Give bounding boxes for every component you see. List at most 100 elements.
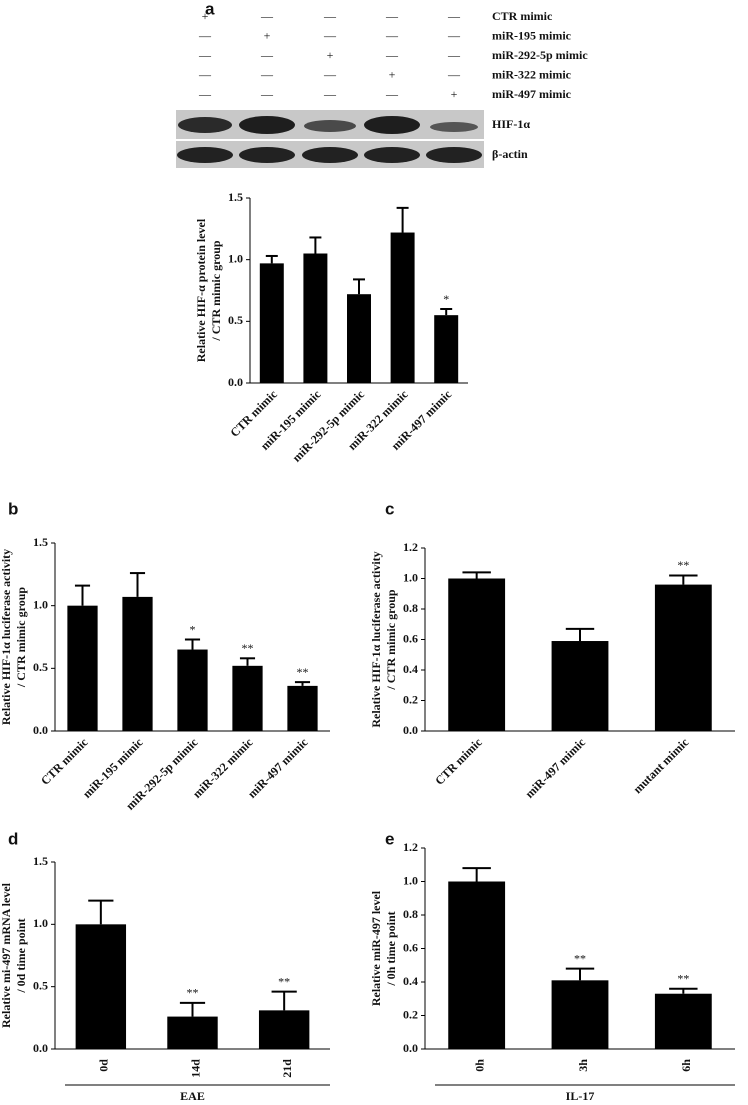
- x-tick-label: 0d: [97, 1059, 111, 1072]
- blot-band: [364, 147, 420, 163]
- bar: [167, 1016, 218, 1049]
- y-axis-label: / CTR mimic group: [384, 589, 398, 690]
- treatment-label: miR-497 mimic: [492, 87, 572, 101]
- y-tick-label: 0.2: [403, 1007, 418, 1021]
- x-tick-label: CTR mimic: [38, 735, 91, 788]
- bar: [347, 294, 371, 383]
- bar: [390, 232, 415, 383]
- blot-band: [239, 116, 295, 134]
- bar: [434, 315, 459, 383]
- bar: [551, 641, 609, 731]
- treatment-sign: +: [327, 48, 334, 62]
- treatment-sign: —: [260, 87, 274, 101]
- bar: [232, 665, 263, 731]
- y-axis-label: Relative HIF-α protein level: [194, 218, 208, 362]
- treatment-sign: —: [260, 9, 274, 23]
- treatment-sign: —: [447, 9, 461, 23]
- bar: [287, 685, 318, 731]
- significance: **: [187, 986, 199, 1000]
- x-tick-label: 6h: [679, 1059, 693, 1072]
- treatment-sign: —: [323, 9, 337, 23]
- x-tick-label: 21d: [280, 1059, 294, 1078]
- y-tick-label: 1.5: [33, 535, 48, 549]
- treatment-sign: +: [389, 67, 396, 81]
- y-axis-label: / 0d time point: [14, 918, 28, 993]
- blot-band: [177, 147, 233, 163]
- treatment-sign: +: [451, 87, 458, 101]
- treatment-sign: —: [385, 9, 399, 23]
- y-tick-label: 0.5: [33, 978, 48, 992]
- x-tick-label: 3h: [576, 1059, 590, 1072]
- treatment-sign: —: [447, 67, 461, 81]
- bar: [551, 980, 609, 1049]
- y-tick-label: 0.0: [228, 375, 243, 389]
- blot-label: HIF-1α: [492, 117, 530, 131]
- bar: [654, 584, 712, 731]
- treatment-sign: —: [447, 28, 461, 42]
- treatment-label: miR-292-5p mimic: [492, 48, 588, 62]
- group-label: EAE: [180, 1089, 205, 1103]
- blot-band: [239, 147, 295, 163]
- treatment-sign: —: [323, 28, 337, 42]
- significance: **: [242, 641, 254, 655]
- significance: **: [677, 971, 689, 985]
- y-tick-label: 0.2: [403, 692, 418, 706]
- bar: [448, 881, 506, 1049]
- significance: **: [677, 558, 689, 572]
- bar: [67, 605, 98, 731]
- y-axis-label: Relative mi-497 mRNA level: [0, 882, 13, 1028]
- y-tick-label: 1.0: [33, 916, 48, 930]
- treatment-sign: —: [385, 48, 399, 62]
- y-tick-label: 0.6: [403, 940, 418, 954]
- treatment-label: CTR mimic: [492, 9, 553, 23]
- y-axis-label: / CTR mimic group: [209, 240, 223, 341]
- treatment-label: miR-195 mimic: [492, 28, 572, 42]
- blot-band: [364, 116, 420, 134]
- y-tick-label: 1.0: [403, 873, 418, 887]
- treatment-sign: —: [323, 87, 337, 101]
- y-tick-label: 1.0: [403, 570, 418, 584]
- treatment-sign: +: [202, 9, 209, 23]
- x-tick-label: mutant mimic: [630, 735, 692, 797]
- y-axis-label: Relative HIF-1α luciferase activity: [369, 551, 383, 727]
- bar: [75, 924, 127, 1049]
- blot-label: β-actin: [492, 147, 528, 161]
- y-tick-label: 0.0: [403, 1041, 418, 1055]
- bar: [258, 1010, 310, 1049]
- y-tick-label: 0.5: [33, 660, 48, 674]
- y-tick-label: 0.4: [403, 662, 418, 676]
- significance: *: [443, 292, 449, 306]
- y-tick-label: 0.0: [33, 723, 48, 737]
- y-tick-label: 1.2: [403, 840, 418, 854]
- x-tick-label: CTR mimic: [432, 735, 485, 788]
- significance: **: [574, 951, 586, 965]
- treatment-sign: —: [385, 87, 399, 101]
- panel-letter: a: [205, 0, 215, 18]
- bar: [654, 993, 712, 1049]
- bar: [177, 649, 208, 731]
- significance: **: [278, 974, 290, 988]
- treatment-sign: —: [385, 28, 399, 42]
- y-tick-label: 1.0: [228, 251, 243, 265]
- y-tick-label: 1.2: [403, 540, 418, 554]
- bar: [303, 253, 328, 383]
- panel-letter: c: [385, 499, 394, 518]
- y-axis-label: / 0h time point: [384, 911, 398, 986]
- bar: [122, 596, 153, 731]
- y-tick-label: 0.0: [33, 1041, 48, 1055]
- y-tick-label: 1.5: [33, 854, 48, 868]
- treatment-sign: —: [260, 67, 274, 81]
- y-tick-label: 0.8: [403, 907, 418, 921]
- panel-letter: d: [8, 829, 18, 848]
- treatment-sign: —: [198, 67, 212, 81]
- blot-band: [430, 122, 478, 132]
- blot-band: [178, 117, 232, 133]
- group-label: IL-17: [566, 1089, 595, 1103]
- bar: [448, 578, 506, 731]
- treatment-label: miR-322 mimic: [492, 67, 572, 81]
- y-tick-label: 0.4: [403, 974, 418, 988]
- y-tick-label: 0.8: [403, 601, 418, 615]
- panel-letter: b: [8, 499, 18, 518]
- treatment-sign: —: [447, 48, 461, 62]
